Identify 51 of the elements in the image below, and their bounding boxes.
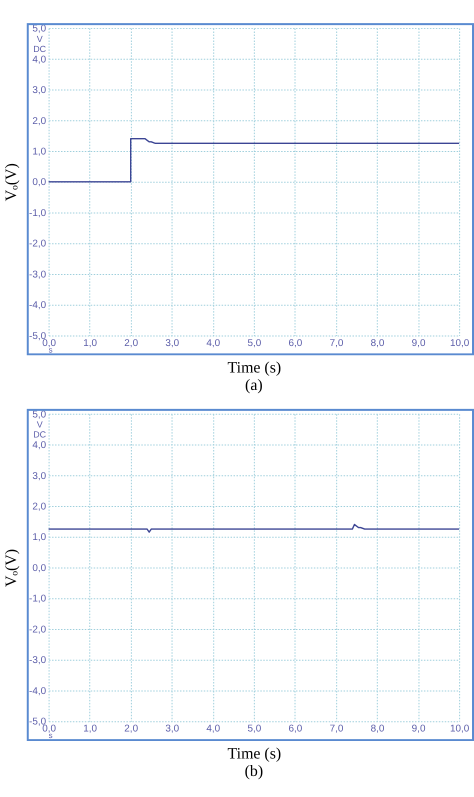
y-tick-label: -3,0 <box>29 655 47 666</box>
x-tick-label: 1,0 <box>83 724 98 735</box>
x-tick-label: 8,0 <box>370 338 385 349</box>
y-axis-title: Vₒ(V) <box>3 163 20 202</box>
x-tick-label: 4,0 <box>206 338 221 349</box>
y-tick-label: 3,0 <box>32 85 47 96</box>
y-tick-label: 1,0 <box>32 532 47 544</box>
x-tick-label: 5,0 <box>247 724 262 735</box>
y-tick-label: 2,0 <box>32 116 47 127</box>
text: V DC <box>33 420 47 440</box>
y-tick-label: 1,0 <box>32 146 47 158</box>
x-axis-title: Time (s) <box>228 360 282 377</box>
y-tick-label: 2,0 <box>32 502 47 512</box>
y-tick-label: 4,0 <box>32 440 47 452</box>
y-axis-title: Vₒ(V) <box>3 548 20 588</box>
y-tick-label: -4,0 <box>29 300 47 312</box>
x-tick-label: 10,0 <box>450 338 470 349</box>
y-tick-label: 0,0 <box>32 562 47 574</box>
y-tick-label: -1,0 <box>29 208 47 219</box>
x-tick-label: 6,0 <box>288 724 303 735</box>
x-tick-label: 6,0 <box>288 338 303 349</box>
x-tick-label: 8,0 <box>370 724 385 735</box>
x-tick-label: 2,0 <box>124 338 139 349</box>
y-tick-label: 3,0 <box>32 470 47 482</box>
line-series <box>48 524 460 533</box>
x-tick-label: 7,0 <box>330 338 344 349</box>
y-tick-label: -1,0 <box>29 594 47 605</box>
x-tick-label: 7,0 <box>330 724 344 735</box>
text: (b) <box>244 762 264 780</box>
y-tick-label: -4,0 <box>29 686 47 697</box>
y-tick-label: -2,0 <box>29 624 47 636</box>
x-axis-title: Time (s) <box>228 745 282 762</box>
line-series <box>48 138 460 182</box>
y-tick-label: 5,0 <box>32 24 47 35</box>
y-tick-label: 4,0 <box>32 54 47 66</box>
y-tick-label: 5,0 <box>32 409 47 420</box>
x-tick-label: 2,0 <box>124 724 139 735</box>
text: (a) <box>245 377 263 394</box>
x-tick-label: 5,0 <box>247 338 262 349</box>
x-tick-label: 1,0 <box>83 338 98 349</box>
x-tick-label: 9,0 <box>412 724 426 735</box>
x-tick-label: 4,0 <box>206 724 221 735</box>
x-tick-label: 0,0 <box>42 338 56 349</box>
x-tick-label: 3,0 <box>165 338 180 349</box>
y-tick-label: 0,0 <box>32 177 47 188</box>
text: V DC <box>33 34 47 54</box>
y-tick-label: -2,0 <box>29 238 47 250</box>
x-tick-label: 9,0 <box>412 338 426 349</box>
x-tick-label: 3,0 <box>165 724 180 735</box>
y-tick-label: -3,0 <box>29 269 47 280</box>
x-tick-label: 10,0 <box>450 724 470 735</box>
